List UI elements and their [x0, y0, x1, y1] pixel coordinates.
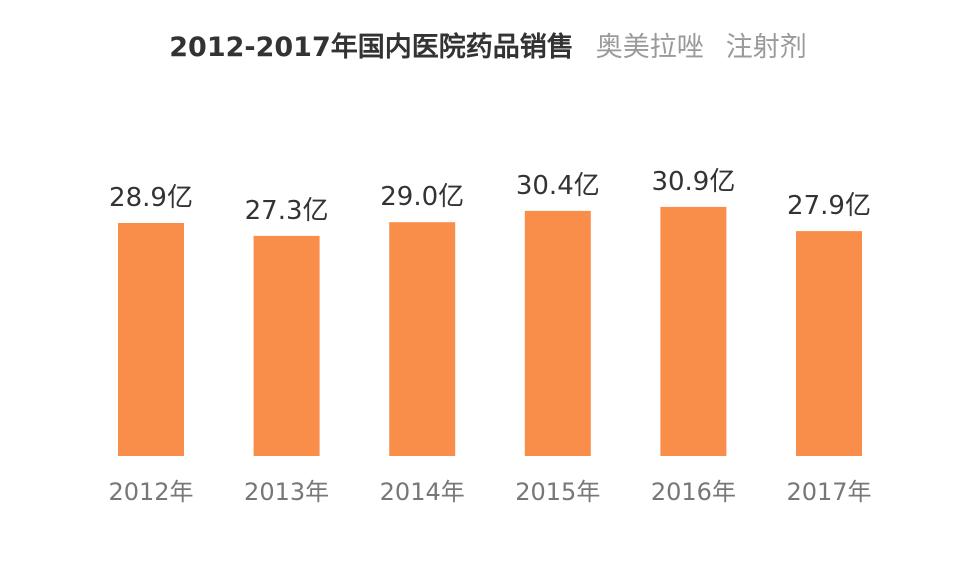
x-tick-label-2012年: 2012年	[108, 478, 193, 506]
data-label-2012年: 28.9亿	[109, 183, 193, 213]
data-label-2015年: 30.4亿	[516, 171, 600, 201]
bar-2014年	[389, 222, 456, 456]
x-tick-label-2017年: 2017年	[786, 478, 871, 506]
data-label-2014年: 29.0亿	[380, 182, 464, 212]
x-tick-label-2013年: 2013年	[244, 478, 329, 506]
bar-2015年	[524, 210, 591, 456]
chart-title: 2012-2017年国内医院药品销售 奥美拉唑 注射剂	[0, 26, 976, 70]
data-label-2016年: 30.9亿	[651, 167, 735, 197]
x-tick-label-2016年: 2016年	[651, 478, 736, 506]
bar-2017年	[796, 231, 862, 456]
chart-title-drug: 奥美拉唑	[595, 32, 704, 63]
bar-2016年	[660, 206, 727, 456]
chart-title-main: 2012-2017年国内医院药品销售	[169, 32, 574, 63]
bar-2012年	[118, 223, 184, 456]
bar-2013年	[253, 235, 320, 456]
x-tick-label-2015年: 2015年	[515, 478, 600, 506]
data-label-2017年: 27.9亿	[787, 191, 871, 221]
data-label-2013年: 27.3亿	[245, 196, 329, 226]
chart-title-form: 注射剂	[725, 32, 807, 63]
x-tick-label-2014年: 2014年	[380, 478, 465, 506]
